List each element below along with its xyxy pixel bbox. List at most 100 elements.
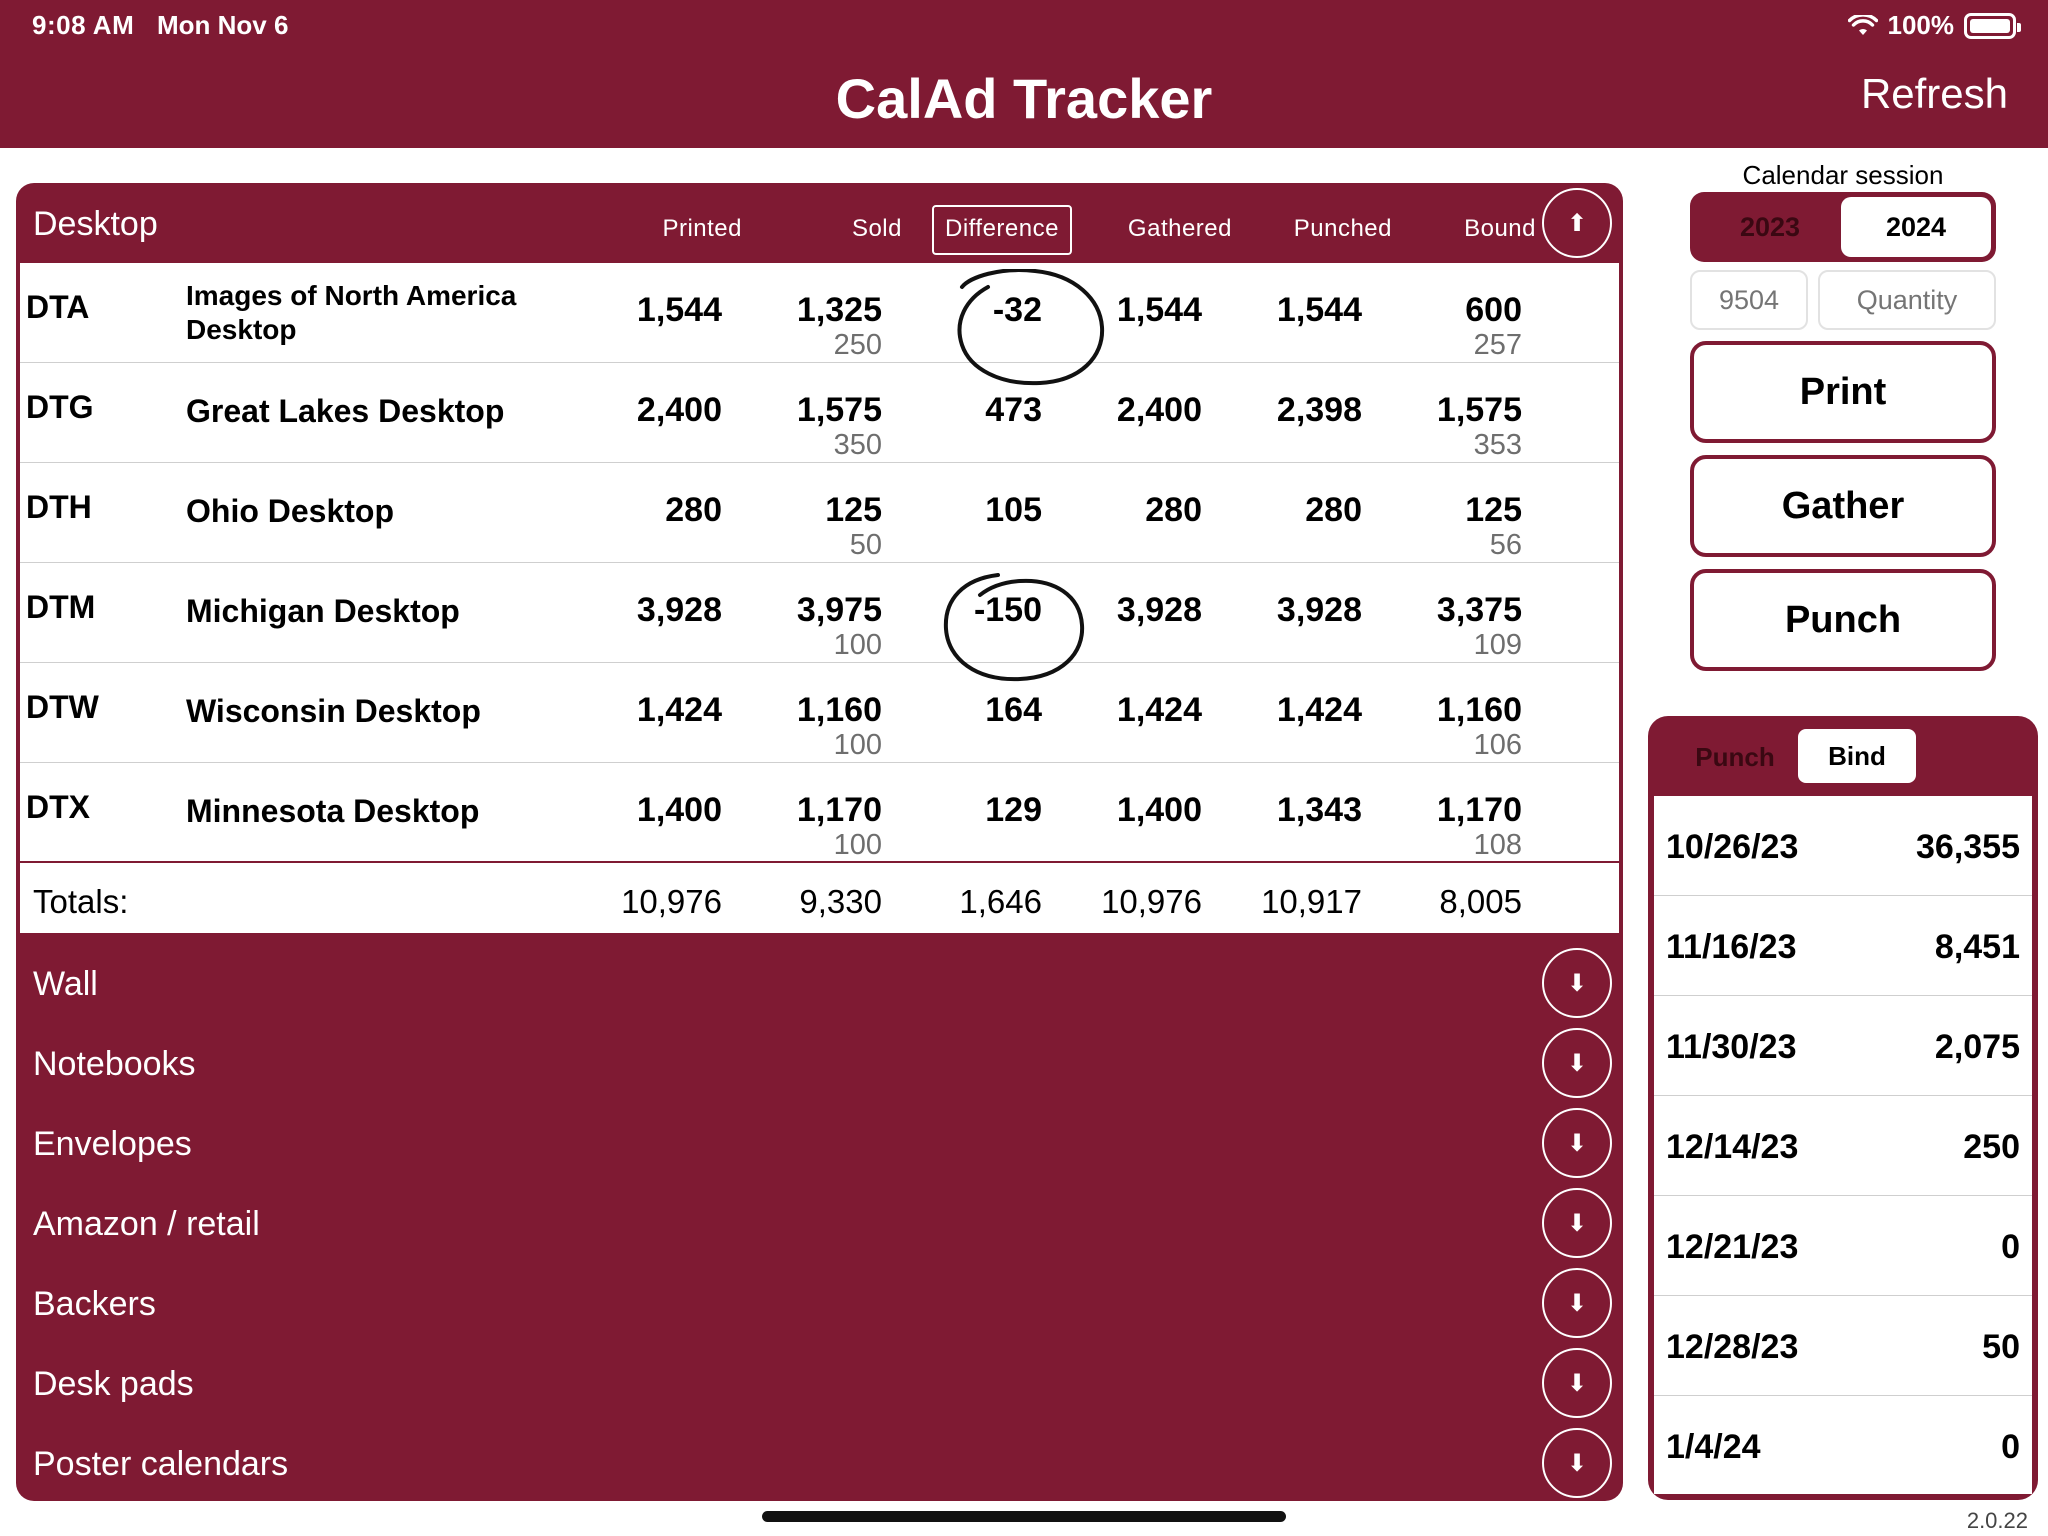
punched-value: 1,424 xyxy=(1276,691,1362,729)
column-header-punched[interactable]: Punched xyxy=(1293,215,1392,242)
expand-arrow-icon[interactable]: ⬇ xyxy=(1542,1028,1612,1098)
category-row-desk-pads[interactable]: Desk pads ⬇ xyxy=(16,1343,1623,1423)
sold-value: 1,575 xyxy=(796,391,882,429)
bound-subvalue: 353 xyxy=(1473,429,1522,461)
column-header-gathered[interactable]: Gathered xyxy=(1127,215,1232,242)
table-row[interactable]: DTG Great Lakes Desktop 2,400 1,575 350 … xyxy=(20,363,1619,463)
home-indicator[interactable] xyxy=(762,1511,1286,1522)
expand-arrow-icon[interactable]: ⬇ xyxy=(1542,1188,1612,1258)
printed-value: 1,400 xyxy=(636,791,722,829)
item-code: DTA xyxy=(26,289,90,325)
bound-subvalue: 109 xyxy=(1473,629,1522,661)
sold-value: 3,975 xyxy=(796,591,882,629)
difference-value: 164 xyxy=(985,691,1042,729)
year-option-2023[interactable]: 2023 xyxy=(1739,212,1801,242)
expand-arrow-icon[interactable]: ⬇ xyxy=(1542,948,1612,1018)
category-label: Notebooks xyxy=(33,1045,196,1083)
column-header-bound[interactable]: Bound xyxy=(1464,215,1536,242)
bound-value: 1,160 xyxy=(1436,691,1522,729)
collapse-arrow-icon[interactable]: ⬆ xyxy=(1542,188,1612,258)
expand-arrow-icon[interactable]: ⬇ xyxy=(1542,1268,1612,1338)
category-row-poster-calendars[interactable]: Poster calendars ⬇ xyxy=(16,1423,1623,1501)
year-option-2024[interactable]: 2024 xyxy=(1841,197,1991,257)
table-row[interactable]: DTX Minnesota Desktop 1,400 1,170 100 12… xyxy=(20,763,1619,863)
log-date: 11/16/23 xyxy=(1666,928,1797,966)
log-entry[interactable]: 12/14/23 250 xyxy=(1654,1096,2032,1196)
battery-icon xyxy=(1964,12,2021,39)
total-sold: 9,330 xyxy=(799,883,882,920)
log-tab-punch[interactable]: Punch xyxy=(1695,742,1775,772)
inventory-panel: Desktop Printed Sold Difference Gathered… xyxy=(16,183,1623,1501)
bound-subvalue: 257 xyxy=(1473,329,1522,361)
punch-button[interactable]: Punch xyxy=(1690,569,1996,671)
log-value: 50 xyxy=(1982,1328,2020,1366)
log-entry[interactable]: 11/30/23 2,075 xyxy=(1654,996,2032,1096)
sold-subvalue: 50 xyxy=(849,529,882,561)
category-label: Amazon / retail xyxy=(33,1205,260,1243)
log-entry[interactable]: 1/4/24 0 xyxy=(1654,1396,2032,1496)
table-row[interactable]: DTA Images of North America Desktop 1,54… xyxy=(20,263,1619,363)
punched-value: 3,928 xyxy=(1276,591,1362,629)
session-label: Calendar session xyxy=(1742,160,1944,190)
table-row[interactable]: DTH Ohio Desktop 280 125 50 105 280 280 … xyxy=(20,463,1619,563)
print-button[interactable]: Print xyxy=(1690,341,1996,443)
log-date: 1/4/24 xyxy=(1666,1428,1761,1466)
punched-value: 2,398 xyxy=(1276,391,1362,429)
category-row-envelopes[interactable]: Envelopes ⬇ xyxy=(16,1103,1623,1183)
item-code-input[interactable] xyxy=(1690,270,1808,330)
category-row-notebooks[interactable]: Notebooks ⬇ xyxy=(16,1023,1623,1103)
category-label: Backers xyxy=(33,1285,156,1323)
log-entry[interactable]: 10/26/23 36,355 xyxy=(1654,796,2032,896)
category-row-backers[interactable]: Backers ⬇ xyxy=(16,1263,1623,1343)
category-label: Poster calendars xyxy=(33,1445,289,1483)
category-row-amazon-retail[interactable]: Amazon / retail ⬇ xyxy=(16,1183,1623,1263)
item-name: Minnesota Desktop xyxy=(186,793,480,829)
log-tab-bind[interactable]: Bind xyxy=(1798,729,1916,783)
item-code: DTX xyxy=(26,789,90,825)
app-title: CalAd Tracker xyxy=(835,67,1213,130)
wifi-icon xyxy=(1847,14,1878,37)
printed-value: 280 xyxy=(665,491,722,529)
refresh-button[interactable]: Refresh xyxy=(1860,70,2008,117)
sold-subvalue: 350 xyxy=(833,429,882,461)
log-entry[interactable]: 11/16/23 8,451 xyxy=(1654,896,2032,996)
battery-percent: 100% xyxy=(1887,10,1955,40)
column-header-sold[interactable]: Sold xyxy=(851,215,902,242)
sold-value: 1,160 xyxy=(796,691,882,729)
expand-arrow-icon[interactable]: ⬇ xyxy=(1542,1428,1612,1498)
printed-value: 1,544 xyxy=(636,291,722,329)
log-date: 12/14/23 xyxy=(1666,1128,1799,1166)
log-date: 12/28/23 xyxy=(1666,1328,1799,1366)
log-date: 12/21/23 xyxy=(1666,1228,1799,1266)
gathered-value: 1,400 xyxy=(1116,791,1202,829)
total-difference: 1,646 xyxy=(959,883,1042,920)
log-value: 250 xyxy=(1963,1128,2020,1166)
totals-row: Totals: 10,976 9,330 1,646 10,976 10,917… xyxy=(20,863,1619,933)
category-row-wall[interactable]: Wall ⬇ xyxy=(16,943,1623,1023)
bound-subvalue: 56 xyxy=(1489,529,1522,561)
expand-arrow-icon[interactable]: ⬇ xyxy=(1542,1348,1612,1418)
total-bound: 8,005 xyxy=(1439,883,1522,920)
gathered-value: 1,424 xyxy=(1116,691,1202,729)
status-indicators: 100% xyxy=(1847,10,2021,41)
log-value: 8,451 xyxy=(1934,928,2020,966)
section-header[interactable]: Desktop Printed Sold Difference Gathered… xyxy=(16,183,1623,263)
item-code: DTM xyxy=(26,589,96,625)
bound-value: 1,170 xyxy=(1436,791,1522,829)
bound-value: 1,575 xyxy=(1436,391,1522,429)
column-header-difference[interactable]: Difference xyxy=(932,205,1072,255)
table-row[interactable]: DTM Michigan Desktop 3,928 3,975 100 -15… xyxy=(20,563,1619,663)
log-entry[interactable]: 12/28/23 50 xyxy=(1654,1296,2032,1396)
totals-label: Totals: xyxy=(33,883,129,920)
expand-arrow-icon[interactable]: ⬇ xyxy=(1542,1108,1612,1178)
gather-button[interactable]: Gather xyxy=(1690,455,1996,557)
item-code: DTG xyxy=(26,389,94,425)
difference-value: -150 xyxy=(973,591,1042,629)
category-label: Envelopes xyxy=(33,1125,192,1163)
quantity-input[interactable] xyxy=(1818,270,1996,330)
log-entry[interactable]: 12/21/23 0 xyxy=(1654,1196,2032,1296)
column-header-printed[interactable]: Printed xyxy=(662,215,742,242)
printed-value: 3,928 xyxy=(636,591,722,629)
table-row[interactable]: DTW Wisconsin Desktop 1,424 1,160 100 16… xyxy=(20,663,1619,763)
log-date: 11/30/23 xyxy=(1666,1028,1797,1066)
